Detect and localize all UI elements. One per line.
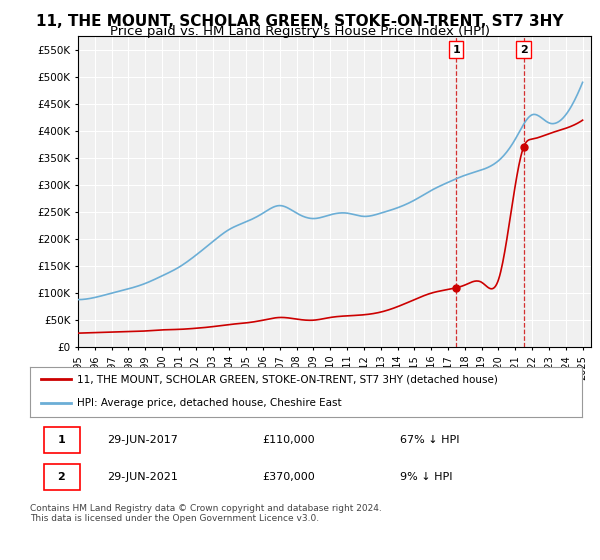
Text: 11, THE MOUNT, SCHOLAR GREEN, STOKE-ON-TRENT, ST7 3HY: 11, THE MOUNT, SCHOLAR GREEN, STOKE-ON-T… [36, 14, 564, 29]
Text: 11, THE MOUNT, SCHOLAR GREEN, STOKE-ON-TRENT, ST7 3HY (detached house): 11, THE MOUNT, SCHOLAR GREEN, STOKE-ON-T… [77, 375, 498, 384]
Text: HPI: Average price, detached house, Cheshire East: HPI: Average price, detached house, Ches… [77, 398, 341, 408]
Text: 29-JUN-2017: 29-JUN-2017 [107, 435, 178, 445]
Text: 1: 1 [58, 435, 65, 445]
FancyBboxPatch shape [44, 427, 80, 454]
Text: Price paid vs. HM Land Registry's House Price Index (HPI): Price paid vs. HM Land Registry's House … [110, 25, 490, 38]
Text: £370,000: £370,000 [262, 472, 314, 482]
Text: 2: 2 [58, 472, 65, 482]
Text: 9% ↓ HPI: 9% ↓ HPI [400, 472, 452, 482]
Text: 29-JUN-2021: 29-JUN-2021 [107, 472, 178, 482]
Text: £110,000: £110,000 [262, 435, 314, 445]
Text: 1: 1 [452, 44, 460, 54]
Text: 67% ↓ HPI: 67% ↓ HPI [400, 435, 460, 445]
Text: 2: 2 [520, 44, 527, 54]
Text: Contains HM Land Registry data © Crown copyright and database right 2024.
This d: Contains HM Land Registry data © Crown c… [30, 504, 382, 524]
FancyBboxPatch shape [44, 464, 80, 490]
